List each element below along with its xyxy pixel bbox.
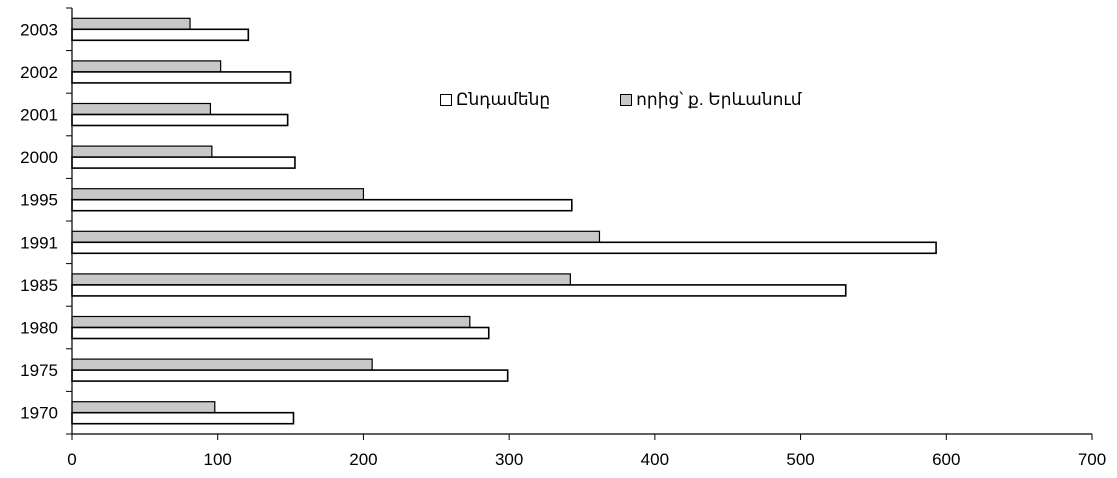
x-tick-label-500: 500 xyxy=(786,450,814,469)
bar-yerevan-1980 xyxy=(71,315,471,329)
bar-total-1980 xyxy=(71,326,490,340)
x-tick-label-200: 200 xyxy=(349,450,377,469)
x-tick-label-400: 400 xyxy=(641,450,669,469)
y-tick-label-2001: 2001 xyxy=(20,106,58,125)
bars-group xyxy=(71,17,937,425)
x-tick-label-600: 600 xyxy=(932,450,960,469)
bar-total-1975 xyxy=(71,369,509,382)
y-tick-label-1970: 1970 xyxy=(20,404,58,423)
bar-total-2000 xyxy=(71,156,296,169)
bar-total-2002 xyxy=(71,71,292,84)
bar-total-1970 xyxy=(71,411,295,425)
x-tick-label-0: 0 xyxy=(67,450,76,469)
y-tick-label-1995: 1995 xyxy=(20,191,58,210)
bar-yerevan-1970 xyxy=(71,401,216,414)
bar-total-1985 xyxy=(71,284,847,297)
axes-group: 2003200220012000199519911985198019751970… xyxy=(20,7,1106,469)
y-tick-label-1991: 1991 xyxy=(20,233,58,252)
bar-yerevan-2000 xyxy=(71,145,213,158)
legend-item-total: Ընդամենը xyxy=(440,90,550,110)
y-tick-label-1985: 1985 xyxy=(20,276,58,295)
legend-swatch-total xyxy=(440,94,452,106)
y-tick-label-2003: 2003 xyxy=(20,20,58,39)
x-tick-label-700: 700 xyxy=(1078,450,1106,469)
bar-total-2003 xyxy=(71,28,250,42)
x-tick-label-100: 100 xyxy=(204,450,232,469)
legend-label-total: Ընդամենը xyxy=(456,90,551,109)
y-tick-label-2002: 2002 xyxy=(20,63,58,82)
bar-yerevan-2002 xyxy=(71,60,222,73)
legend: Ընդամենը որից՝ ք. Երևանում xyxy=(440,90,802,110)
bar-yerevan-2003 xyxy=(71,17,191,30)
bar-total-1995 xyxy=(71,198,573,212)
bar-total-1991 xyxy=(71,241,937,255)
bar-yerevan-1995 xyxy=(71,188,365,201)
bar-yerevan-1975 xyxy=(71,358,373,371)
legend-label-yerevan: որից՝ ք. Երևանում xyxy=(636,90,802,109)
bar-yerevan-1985 xyxy=(71,273,571,286)
bar-yerevan-2001 xyxy=(71,102,212,116)
y-tick-label-1975: 1975 xyxy=(20,361,58,380)
x-tick-label-300: 300 xyxy=(495,450,523,469)
bar-yerevan-1991 xyxy=(71,230,601,243)
legend-swatch-yerevan xyxy=(620,94,633,106)
bar-total-2001 xyxy=(71,113,289,127)
y-tick-label-2000: 2000 xyxy=(20,148,58,167)
y-tick-label-1980: 1980 xyxy=(20,319,58,338)
legend-item-yerevan: որից՝ ք. Երևանում xyxy=(620,90,802,110)
